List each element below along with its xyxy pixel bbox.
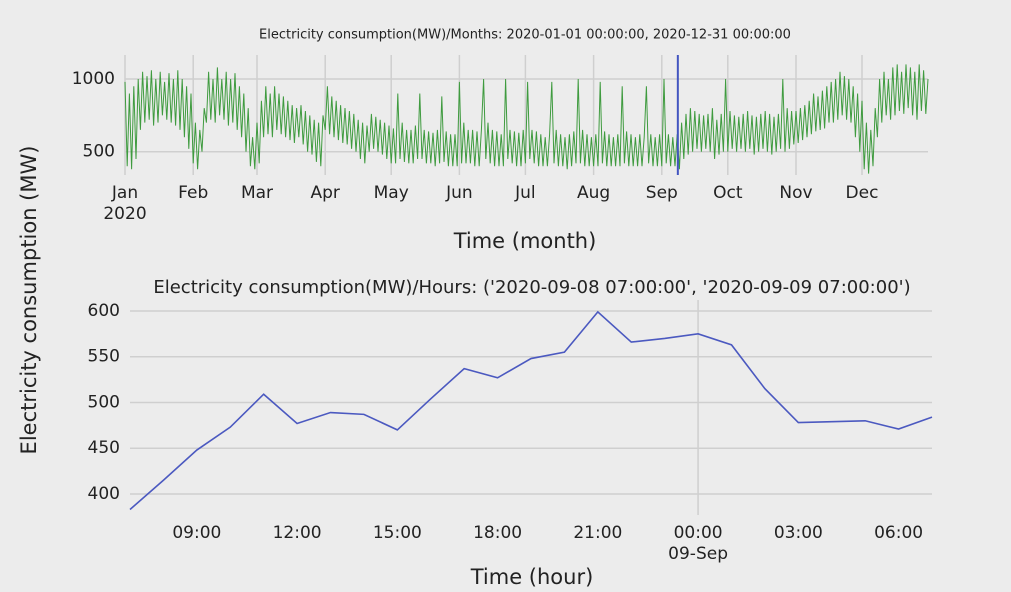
x-tick-label: Jun (446, 183, 473, 203)
x-tick-label: 03:00 (773, 523, 823, 543)
x-tick-label: Dec (845, 183, 879, 203)
x-tick-label: Aug (576, 183, 611, 203)
x-tick-label: Nov (779, 183, 813, 203)
x-tick-label: 00:00 09-Sep (668, 523, 728, 564)
y-tick-label: 500 (88, 392, 120, 412)
x-tick-label: 12:00 (272, 523, 322, 543)
y-tick-label: 1000 (72, 69, 115, 89)
x-tick-label: Apr (310, 183, 340, 203)
y-tick-label: 500 (83, 142, 115, 162)
series-line (124, 64, 929, 174)
x-tick-label: Jan 2020 (103, 183, 147, 224)
x-tick-label: Jul (515, 183, 536, 203)
series-line (129, 310, 933, 511)
y-tick-label: 600 (88, 301, 120, 321)
top-x-label: Time (month) (453, 229, 597, 253)
x-tick-label: May (373, 183, 409, 203)
y-tick-label: 400 (88, 484, 120, 504)
y-tick-label: 450 (88, 438, 120, 458)
x-tick-label: 21:00 (573, 523, 623, 543)
bottom-x-label: Time (hour) (470, 565, 594, 589)
y-tick-label: 550 (88, 347, 120, 367)
x-tick-label: Mar (240, 183, 274, 203)
x-tick-label: 06:00 (874, 523, 924, 543)
bottom-title: Electricity consumption(MW)/Hours: ('202… (153, 277, 910, 298)
x-tick-label: 15:00 (372, 523, 422, 543)
x-tick-label: Oct (713, 183, 743, 203)
x-tick-label: Feb (178, 183, 209, 203)
x-tick-label: Sep (645, 183, 678, 203)
x-tick-label: 18:00 (473, 523, 523, 543)
y-label: Electricity consumption (MW) (17, 146, 41, 455)
top-title: Electricity consumption(MW)/Months: 2020… (259, 28, 791, 43)
x-tick-label: 09:00 (172, 523, 222, 543)
